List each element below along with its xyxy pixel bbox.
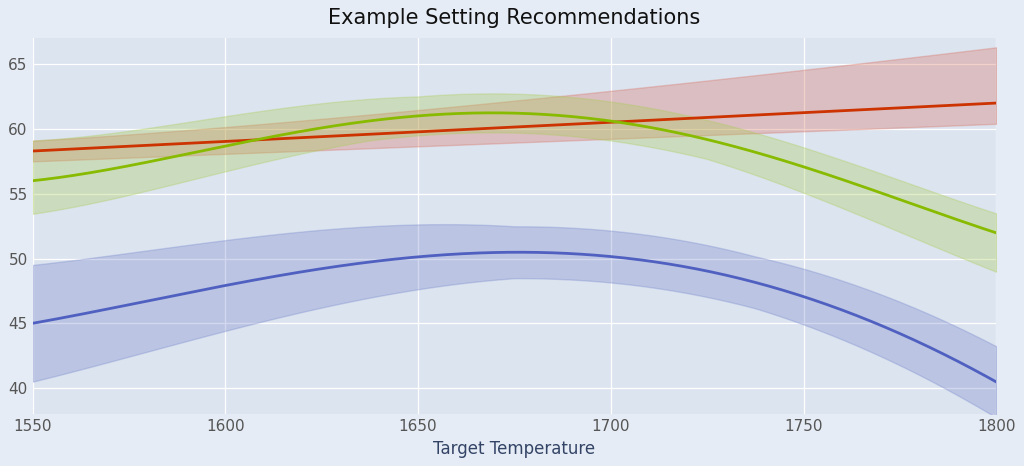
Title: Example Setting Recommendations: Example Setting Recommendations [329,8,700,28]
X-axis label: Target Temperature: Target Temperature [433,439,596,458]
